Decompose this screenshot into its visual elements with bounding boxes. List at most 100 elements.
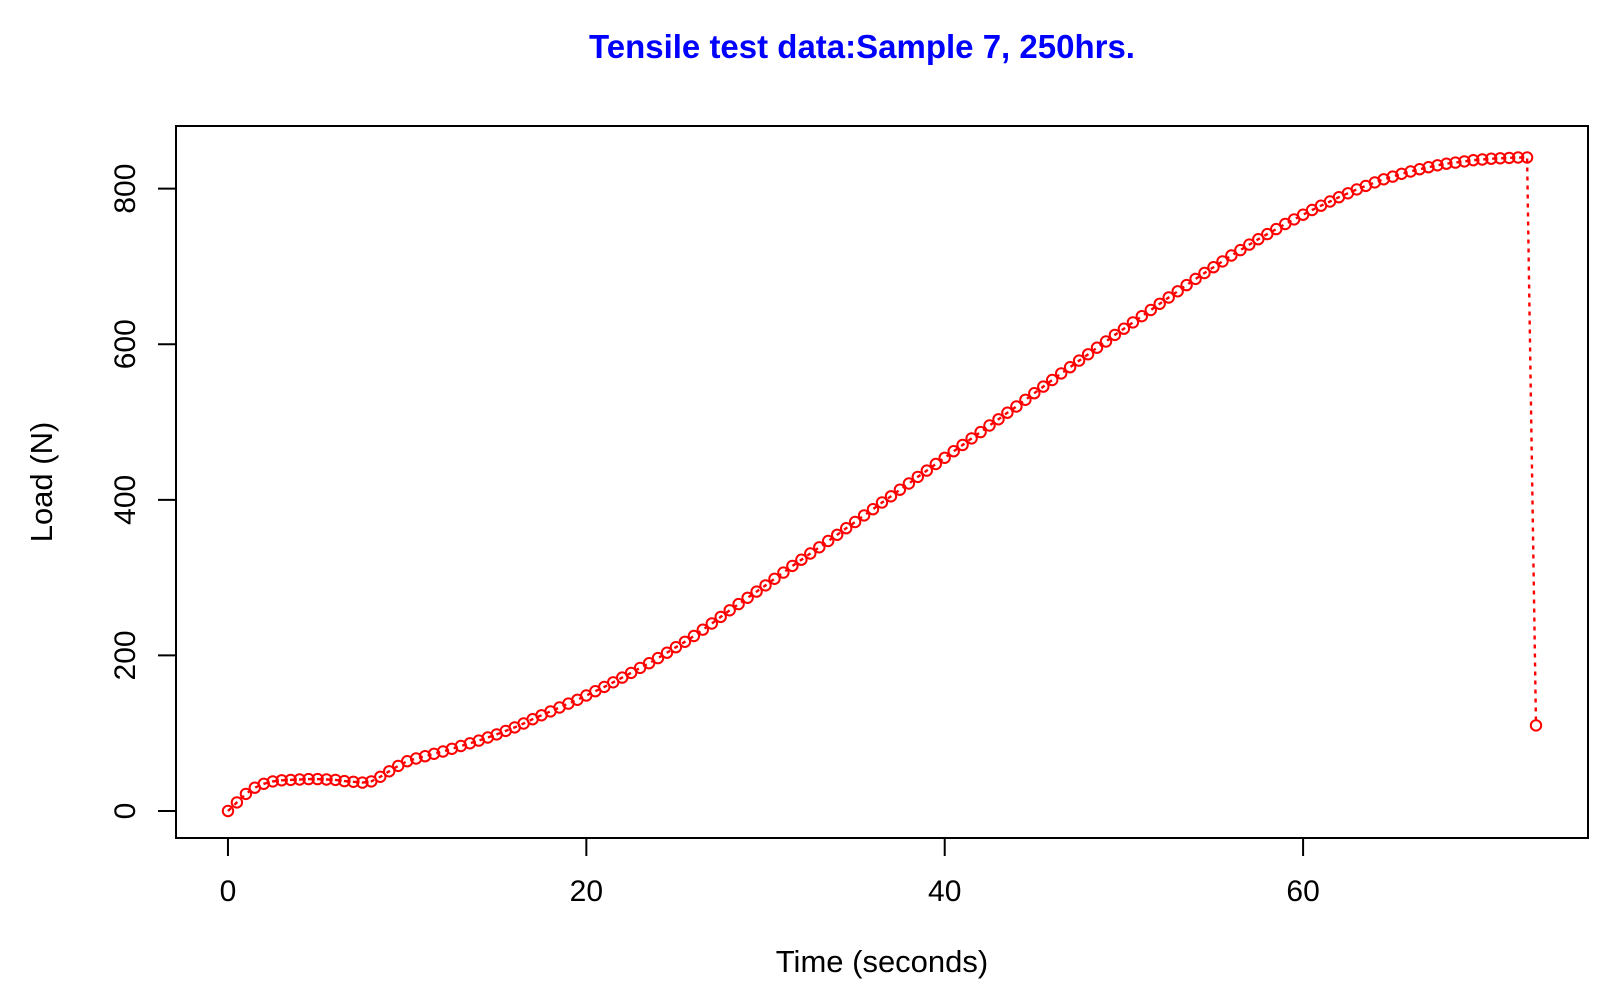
data-point [705, 617, 718, 630]
data-point [714, 610, 727, 624]
x-axis-tick-label: 40 [928, 875, 961, 908]
data-point [1019, 393, 1032, 406]
data-point [831, 528, 844, 541]
data-point [1520, 151, 1534, 164]
data-point [383, 765, 396, 778]
data-point [678, 635, 692, 648]
data-point [1511, 151, 1525, 164]
data-point [1153, 297, 1166, 310]
data-point [857, 509, 871, 522]
data-point [687, 629, 701, 643]
data-point [840, 522, 853, 535]
data-point [848, 515, 862, 529]
data-point [1198, 266, 1211, 280]
data-point [1413, 163, 1426, 176]
data-point [1037, 380, 1050, 393]
x-axis-tick-label: 60 [1286, 875, 1319, 908]
data-point [965, 432, 978, 445]
data-point [1243, 238, 1256, 251]
data-point [329, 773, 342, 787]
data-point [813, 541, 826, 554]
plot-frame [175, 125, 1589, 839]
data-point [374, 770, 387, 783]
data-point [750, 585, 763, 598]
data-point [723, 604, 736, 617]
data-point [302, 772, 315, 786]
data-point [902, 477, 916, 490]
data-point [768, 572, 781, 585]
data-point [1001, 406, 1014, 419]
y-axis-label: Load (N) [24, 422, 59, 543]
data-point [651, 651, 665, 665]
data-point [992, 413, 1005, 426]
data-point [983, 419, 996, 432]
x-axis-ticks: 0 20 40 60 [220, 838, 1320, 908]
data-point [884, 490, 898, 503]
y-axis-ticks: 0 200 400 600 800 [109, 164, 176, 820]
data-point [1252, 233, 1265, 246]
data-point [1485, 152, 1498, 165]
data-point [347, 775, 360, 788]
data-point [1063, 361, 1077, 374]
x-axis-tick-label: 0 [220, 875, 237, 908]
y-axis-tick-label: 600 [109, 319, 142, 369]
data-point [642, 657, 656, 670]
data-point [1476, 153, 1489, 166]
data-point [320, 773, 333, 786]
data-point [1261, 227, 1274, 241]
data-point [1207, 261, 1220, 274]
data-point [1440, 157, 1453, 170]
data-point [1055, 367, 1068, 380]
y-axis-tick-label: 800 [109, 164, 142, 214]
data-point [338, 774, 351, 788]
data-point [1189, 272, 1202, 286]
y-axis-tick-label: 0 [109, 803, 142, 820]
x-axis-label: Time (seconds) [776, 944, 988, 979]
data-point [1028, 387, 1041, 400]
data-point [1270, 222, 1283, 236]
data-point [1010, 400, 1023, 413]
data-point [777, 566, 790, 579]
data-point [1449, 156, 1462, 169]
x-axis-tick-label: 20 [570, 875, 603, 908]
data-point [1126, 316, 1140, 329]
chart-title: Tensile test data:Sample 7, 250hrs. [589, 28, 1135, 65]
data-point [866, 503, 880, 516]
data-point [1117, 322, 1131, 335]
data-series [221, 151, 1543, 818]
data-point [974, 425, 987, 439]
y-axis-tick-label: 200 [109, 630, 142, 680]
data-point [929, 457, 942, 471]
data-point [956, 438, 969, 452]
data-point [1090, 341, 1104, 354]
data-point [920, 464, 933, 477]
data-point [624, 666, 638, 680]
data-point [893, 483, 907, 496]
data-point [239, 787, 253, 801]
data-point [1503, 151, 1516, 165]
data-point [1180, 278, 1193, 292]
data-point [1458, 155, 1471, 168]
data-point [1171, 285, 1184, 298]
data-point [230, 796, 244, 809]
data-point [875, 496, 889, 509]
data-point [741, 591, 754, 604]
data-point [1072, 354, 1086, 367]
data-point [356, 776, 369, 789]
data-point [1135, 310, 1149, 323]
data-point [669, 641, 683, 654]
data-point [660, 646, 674, 659]
data-point [221, 804, 235, 818]
data-point [266, 775, 279, 788]
data-point [732, 597, 745, 611]
data-point [1108, 328, 1122, 342]
data-point [1144, 303, 1158, 317]
data-point [1467, 154, 1480, 167]
y-axis-tick-label: 400 [109, 475, 142, 525]
series-dotted-line [227, 156, 1538, 812]
data-point [804, 547, 817, 560]
data-point [1081, 348, 1095, 361]
data-point [1216, 255, 1229, 268]
